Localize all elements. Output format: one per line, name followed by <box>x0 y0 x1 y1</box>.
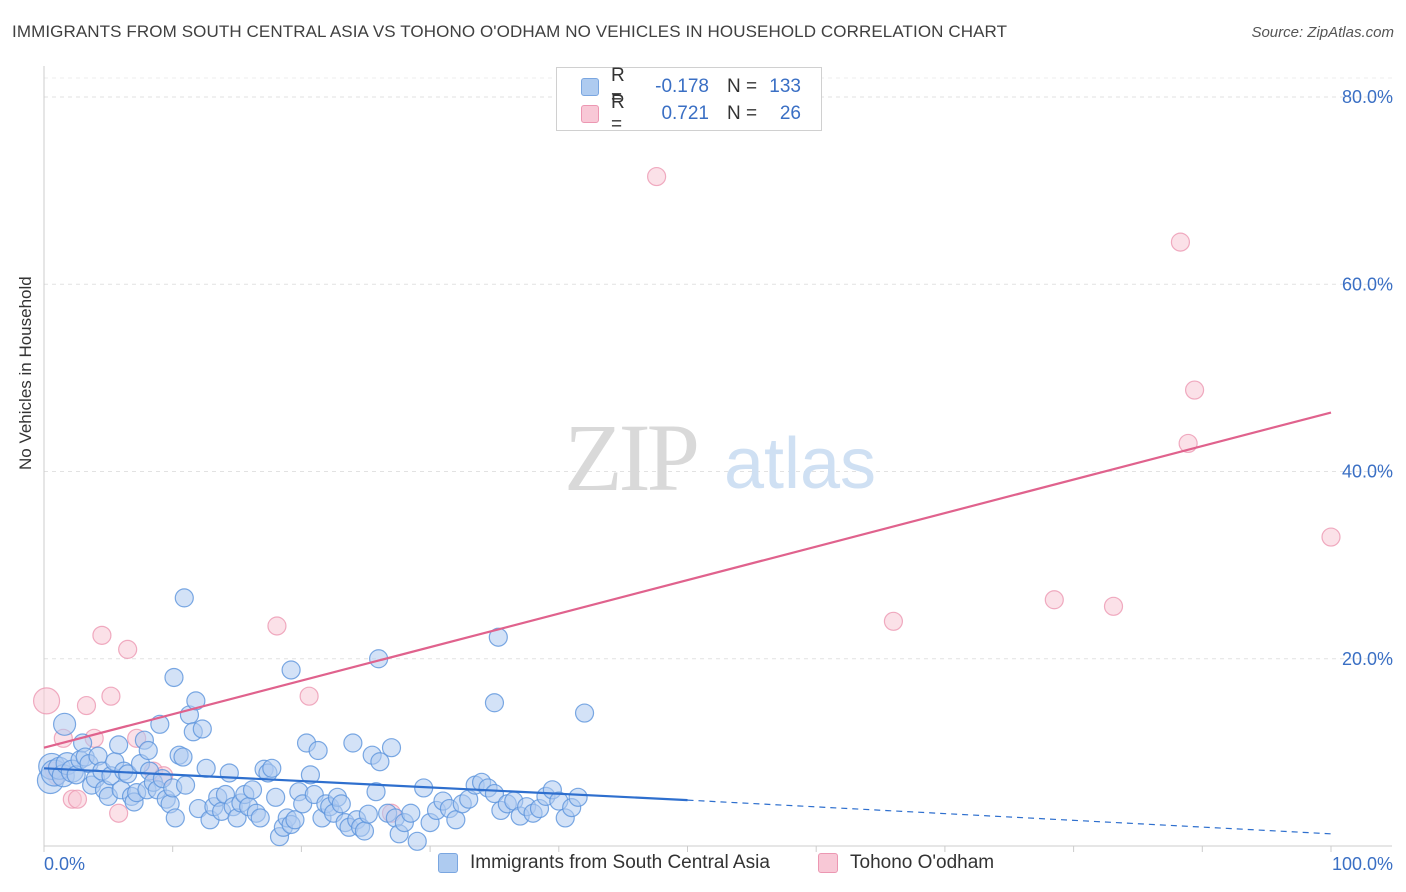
legend-item-immigrants: Immigrants from South Central Asia <box>438 852 770 874</box>
tohono-point <box>109 803 129 823</box>
tohono-point <box>1170 232 1191 252</box>
tohono-point <box>1103 596 1124 616</box>
legend-n-label: N = <box>727 103 758 124</box>
tohono-point <box>92 625 112 645</box>
immigrants-point <box>174 588 194 608</box>
immigrants-point <box>484 693 505 713</box>
immigrants-point <box>109 735 129 755</box>
tohono-point <box>1321 527 1341 547</box>
tohono-point <box>1184 380 1205 400</box>
axes <box>43 66 1392 852</box>
immigrants-point <box>370 752 390 772</box>
series-legend: Immigrants from South Central Asia Tohon… <box>0 852 1406 878</box>
immigrants-point <box>568 787 588 807</box>
legend-n-value: 26 <box>779 103 801 124</box>
tohono-point <box>299 686 319 706</box>
legend-r-label: R = <box>611 92 625 135</box>
y-tick-labels: 20.0% 40.0% 60.0% 80.0% <box>1342 87 1393 669</box>
immigrants-point <box>331 794 351 814</box>
tohono-point <box>267 616 287 636</box>
tohono-point <box>118 639 138 659</box>
trend-lines <box>43 411 1332 835</box>
legend-n-value: 133 <box>769 76 801 97</box>
legend-r-value: -0.178 <box>655 76 709 97</box>
immigrants-point <box>192 719 212 739</box>
immigrants-point <box>484 783 505 804</box>
immigrants-point <box>300 765 321 785</box>
legend-row-immigrants: R = -0.178 N = 133 <box>581 65 801 108</box>
y-axis-label: No Vehicles in Household <box>16 276 35 470</box>
immigrants-point <box>407 831 427 851</box>
series-immigrants-points <box>36 588 595 851</box>
legend-r-value: 0.721 <box>661 103 709 124</box>
immigrants-point <box>138 740 158 761</box>
legend-label-immigrants: Immigrants from South Central Asia <box>470 852 770 873</box>
legend-swatch-blue <box>581 78 599 96</box>
tohono-point <box>1044 590 1064 610</box>
legend-swatch-pink <box>818 853 838 873</box>
legend-swatch-blue <box>438 853 458 873</box>
immigrants-point <box>354 821 375 841</box>
immigrants-point <box>173 747 193 767</box>
watermark: ZIP atlas <box>564 404 876 511</box>
immigrants-point <box>401 803 421 823</box>
legend-n-label: N = <box>727 76 758 97</box>
tohono-point <box>101 686 121 706</box>
x-tick-label-min: 0.0% <box>44 854 85 874</box>
immigrants-point <box>242 780 263 800</box>
immigrants-point <box>281 660 301 680</box>
y-tick-label: 60.0% <box>1342 274 1393 294</box>
immigrants-point <box>446 810 466 830</box>
immigrants-point <box>343 733 363 753</box>
legend-item-tohono: Tohono O'odham <box>818 852 994 874</box>
immigrants-point <box>308 740 328 761</box>
immigrants-point <box>165 808 185 828</box>
tohono-point <box>32 687 61 715</box>
source-label: Source: ZipAtlas.com <box>1251 24 1394 41</box>
tohono-trend-line <box>43 411 1332 749</box>
tohono-point <box>76 695 97 716</box>
chart-title: IMMIGRANTS FROM SOUTH CENTRAL ASIA VS TO… <box>12 22 1008 41</box>
immigrants-point <box>164 667 184 688</box>
tohono-point <box>67 789 88 809</box>
x-tick-label-max: 100.0% <box>1332 854 1393 874</box>
legend-label-tohono: Tohono O'odham <box>850 852 995 873</box>
immigrants-point <box>250 808 270 828</box>
tohono-point <box>883 611 904 631</box>
y-tick-label: 40.0% <box>1342 462 1393 482</box>
legend-swatch-pink <box>581 105 599 123</box>
immigrants-trend-extension <box>687 799 1332 835</box>
immigrants-point <box>196 758 216 778</box>
legend-r-label: R = <box>611 65 625 108</box>
immigrants-point <box>186 691 206 711</box>
immigrants-point <box>381 738 402 758</box>
immigrants-point <box>488 627 508 647</box>
watermark-atlas: atlas <box>724 424 876 504</box>
immigrants-point <box>574 703 595 723</box>
correlation-legend: R = -0.178 N = 133 R = 0.721 N = 26 <box>556 65 822 135</box>
y-tick-label: 20.0% <box>1342 649 1393 669</box>
watermark-zip: ZIP <box>564 404 697 511</box>
x-tick-labels: 0.0% 100.0% <box>44 854 1393 874</box>
y-tick-label: 80.0% <box>1342 87 1393 107</box>
tohono-point <box>647 166 667 187</box>
immigrants-point <box>358 804 378 824</box>
legend-row-tohono: R = 0.721 N = 26 <box>581 92 801 135</box>
immigrants-point <box>262 758 282 778</box>
immigrants-point <box>285 810 305 830</box>
immigrants-point <box>266 787 286 807</box>
immigrants-point <box>52 712 77 736</box>
immigrants-point <box>219 763 239 783</box>
immigrants-trend-line <box>43 767 688 802</box>
immigrants-point <box>366 782 386 802</box>
immigrants-point <box>175 775 196 795</box>
